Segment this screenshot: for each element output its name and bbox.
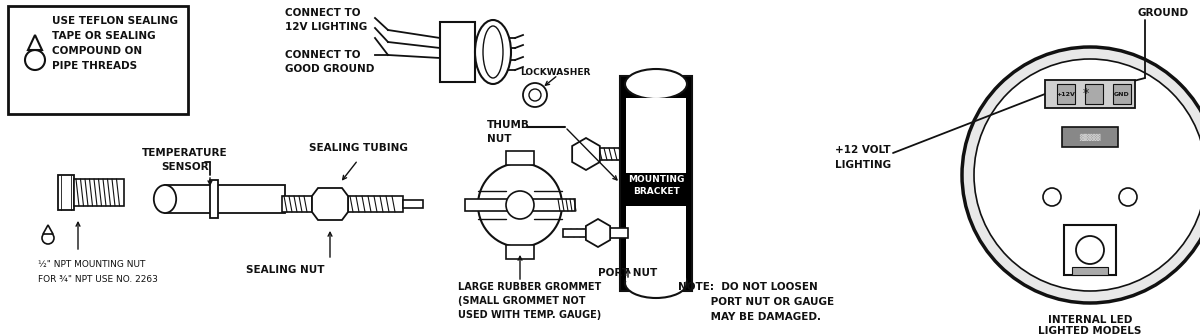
Text: TAPE OR SEALING: TAPE OR SEALING xyxy=(52,31,156,41)
Text: GROUND: GROUND xyxy=(1138,8,1189,18)
Bar xyxy=(210,180,218,218)
Text: LOCKWASHER: LOCKWASHER xyxy=(520,68,590,77)
Polygon shape xyxy=(586,219,610,247)
Bar xyxy=(626,98,686,173)
Circle shape xyxy=(1076,236,1104,264)
Circle shape xyxy=(523,83,547,107)
Polygon shape xyxy=(28,35,42,50)
Text: GOOD GROUND: GOOD GROUND xyxy=(286,64,374,74)
Text: CONNECT TO: CONNECT TO xyxy=(286,8,360,18)
Text: PORT NUT OR GAUGE: PORT NUT OR GAUGE xyxy=(678,297,834,307)
Ellipse shape xyxy=(625,69,686,99)
Bar xyxy=(1045,80,1135,108)
Circle shape xyxy=(506,191,534,219)
Text: BRACKET: BRACKET xyxy=(632,187,679,196)
Text: (SMALL GROMMET NOT: (SMALL GROMMET NOT xyxy=(458,296,586,306)
Bar xyxy=(1062,127,1118,147)
Circle shape xyxy=(1120,188,1138,206)
Text: FOR ¾" NPT USE NO. 2263: FOR ¾" NPT USE NO. 2263 xyxy=(38,275,158,284)
Polygon shape xyxy=(43,225,53,234)
Bar xyxy=(403,200,424,208)
Circle shape xyxy=(974,59,1200,291)
Polygon shape xyxy=(312,188,348,220)
Bar xyxy=(466,199,575,211)
Text: CONNECT TO: CONNECT TO xyxy=(286,50,360,60)
Bar xyxy=(586,148,626,160)
Bar xyxy=(620,76,692,291)
Text: MAY BE DAMAGED.: MAY BE DAMAGED. xyxy=(678,312,821,322)
Bar xyxy=(563,229,598,237)
Text: 12V LIGHTING: 12V LIGHTING xyxy=(286,22,367,32)
Text: SENSOR: SENSOR xyxy=(161,162,209,172)
Ellipse shape xyxy=(154,185,176,213)
Text: USED WITH TEMP. GAUGE): USED WITH TEMP. GAUGE) xyxy=(458,310,601,320)
Bar xyxy=(74,179,124,206)
Text: PIPE THREADS: PIPE THREADS xyxy=(52,61,137,71)
Bar xyxy=(598,228,628,238)
Text: ½" NPT MOUNTING NUT: ½" NPT MOUNTING NUT xyxy=(38,260,145,269)
Polygon shape xyxy=(572,138,600,170)
Text: LIGHTED MODELS: LIGHTED MODELS xyxy=(1038,326,1141,334)
Circle shape xyxy=(478,163,562,247)
Text: +12V: +12V xyxy=(1056,92,1075,97)
Text: NOTE:  DO NOT LOOSEN: NOTE: DO NOT LOOSEN xyxy=(678,282,817,292)
Bar xyxy=(282,196,312,212)
Text: TEMPERATURE: TEMPERATURE xyxy=(142,148,228,158)
Text: USE TEFLON SEALING: USE TEFLON SEALING xyxy=(52,16,178,26)
Text: LIGHTING: LIGHTING xyxy=(835,160,892,170)
Bar xyxy=(440,22,475,82)
Circle shape xyxy=(962,47,1200,303)
Ellipse shape xyxy=(625,268,686,298)
Text: NUT: NUT xyxy=(487,134,511,144)
Ellipse shape xyxy=(482,26,503,78)
Text: INTERNAL LED: INTERNAL LED xyxy=(1048,315,1132,325)
Text: PORT NUT: PORT NUT xyxy=(598,268,658,278)
Bar xyxy=(626,206,686,281)
Bar xyxy=(506,151,534,165)
Circle shape xyxy=(25,50,46,70)
Bar xyxy=(8,6,188,114)
Text: LARGE RUBBER GROMMET: LARGE RUBBER GROMMET xyxy=(458,282,601,292)
Text: SEALING NUT: SEALING NUT xyxy=(246,265,324,275)
Text: ▓▓▓▓: ▓▓▓▓ xyxy=(1079,133,1100,141)
Bar xyxy=(1114,84,1132,104)
Ellipse shape xyxy=(475,20,511,84)
Text: SEALING TUBING: SEALING TUBING xyxy=(308,143,408,153)
Bar xyxy=(348,196,403,212)
Bar xyxy=(1064,225,1116,275)
Bar xyxy=(506,245,534,259)
Circle shape xyxy=(1043,188,1061,206)
Text: THUMB: THUMB xyxy=(487,120,530,130)
Text: MOUNTING: MOUNTING xyxy=(628,174,684,183)
Circle shape xyxy=(42,232,54,244)
Bar xyxy=(58,175,74,210)
Bar xyxy=(1085,84,1103,104)
Bar xyxy=(166,185,286,213)
Text: COMPOUND ON: COMPOUND ON xyxy=(52,46,142,56)
Bar xyxy=(1057,84,1075,104)
Text: GND: GND xyxy=(1114,92,1130,97)
Circle shape xyxy=(529,89,541,101)
Bar xyxy=(1072,267,1108,275)
Text: +12 VOLT: +12 VOLT xyxy=(835,145,890,155)
Text: *: * xyxy=(1082,88,1090,101)
